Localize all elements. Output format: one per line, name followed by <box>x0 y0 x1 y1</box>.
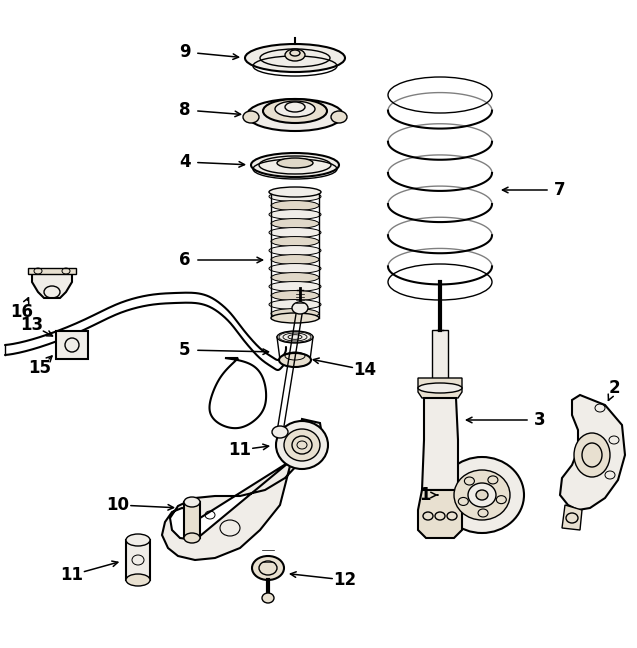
Ellipse shape <box>276 421 328 469</box>
Text: 4: 4 <box>179 153 191 171</box>
Text: 8: 8 <box>179 101 190 119</box>
Ellipse shape <box>247 99 343 131</box>
Polygon shape <box>418 490 462 538</box>
Ellipse shape <box>271 200 319 211</box>
Ellipse shape <box>271 313 319 323</box>
Ellipse shape <box>269 227 321 237</box>
Ellipse shape <box>243 111 259 123</box>
Ellipse shape <box>263 99 327 123</box>
Ellipse shape <box>292 302 308 314</box>
Ellipse shape <box>279 353 311 367</box>
Text: 15: 15 <box>29 359 52 377</box>
Ellipse shape <box>277 331 313 343</box>
Ellipse shape <box>271 255 319 264</box>
Ellipse shape <box>252 556 284 580</box>
Ellipse shape <box>271 218 319 229</box>
Polygon shape <box>126 540 150 580</box>
Ellipse shape <box>184 533 200 543</box>
Text: 11: 11 <box>229 441 252 459</box>
Text: 1: 1 <box>419 486 431 504</box>
Ellipse shape <box>269 299 321 310</box>
Text: 10: 10 <box>106 496 129 514</box>
Ellipse shape <box>126 534 150 546</box>
Ellipse shape <box>454 470 510 520</box>
Ellipse shape <box>126 574 150 586</box>
Text: 5: 5 <box>179 341 190 359</box>
Ellipse shape <box>271 273 319 283</box>
Text: 12: 12 <box>333 571 357 589</box>
Polygon shape <box>28 268 76 274</box>
Ellipse shape <box>331 111 347 123</box>
Polygon shape <box>418 378 462 398</box>
Text: 11: 11 <box>61 566 83 584</box>
Ellipse shape <box>418 383 462 393</box>
Ellipse shape <box>262 593 274 603</box>
Ellipse shape <box>269 187 321 197</box>
Ellipse shape <box>272 426 288 438</box>
Text: 14: 14 <box>354 361 376 379</box>
Polygon shape <box>562 505 582 530</box>
Ellipse shape <box>284 429 320 461</box>
Ellipse shape <box>271 237 319 246</box>
Polygon shape <box>422 398 458 490</box>
Text: 2: 2 <box>608 379 620 397</box>
Text: 16: 16 <box>10 303 34 321</box>
Text: 7: 7 <box>554 181 566 199</box>
Ellipse shape <box>275 101 315 117</box>
Ellipse shape <box>269 264 321 273</box>
Ellipse shape <box>440 457 524 533</box>
Polygon shape <box>184 502 200 538</box>
Ellipse shape <box>271 308 319 318</box>
Ellipse shape <box>468 483 496 507</box>
Ellipse shape <box>269 192 321 202</box>
Text: 9: 9 <box>179 43 191 61</box>
Ellipse shape <box>271 290 319 301</box>
Ellipse shape <box>245 44 345 72</box>
Polygon shape <box>32 272 72 298</box>
Ellipse shape <box>269 209 321 220</box>
Polygon shape <box>560 395 625 510</box>
Ellipse shape <box>184 497 200 507</box>
Polygon shape <box>432 330 448 380</box>
Ellipse shape <box>251 153 339 177</box>
Text: 6: 6 <box>179 251 190 269</box>
Text: 13: 13 <box>20 316 43 334</box>
Ellipse shape <box>269 281 321 292</box>
Ellipse shape <box>269 246 321 255</box>
Ellipse shape <box>574 433 610 477</box>
Ellipse shape <box>277 158 313 168</box>
Ellipse shape <box>476 490 488 500</box>
Text: 3: 3 <box>534 411 546 429</box>
Ellipse shape <box>285 49 305 61</box>
Polygon shape <box>162 419 326 560</box>
Polygon shape <box>56 331 88 359</box>
